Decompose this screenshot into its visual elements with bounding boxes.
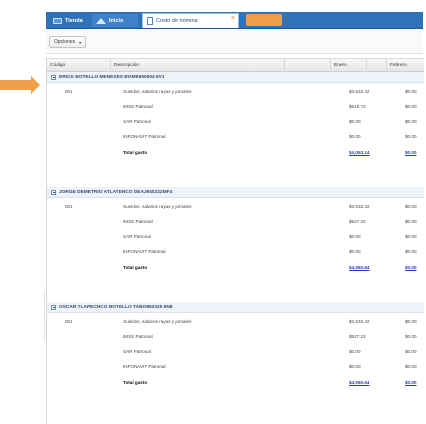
- febrero-cell: $0.00: [405, 89, 417, 94]
- description-cell: IMSS Patronal: [123, 104, 153, 109]
- febrero-cell[interactable]: $0.00: [405, 150, 417, 155]
- enero-cell[interactable]: $4,060.64: [349, 265, 370, 270]
- tab-costo-label: Costo de nómina: [156, 18, 198, 24]
- enero-cell: $527.22: [349, 334, 366, 339]
- column-header-blank-2: [367, 59, 387, 72]
- scroll-guide: [44, 290, 45, 340]
- column-header-enero[interactable]: Enero: [331, 59, 367, 72]
- document-icon: [147, 17, 153, 25]
- callout-arrow-shaft: [0, 80, 31, 90]
- table-row[interactable]: SAR Patronal $0.00 $0.00: [47, 229, 424, 244]
- enero-cell: $0.00: [349, 349, 361, 354]
- description-cell: Total gasto: [123, 265, 148, 270]
- options-button[interactable]: Opciones ▾: [49, 36, 87, 48]
- callout-arrow-head: [31, 76, 40, 94]
- total-row[interactable]: Total gasto $4,053.14 $0.00: [47, 145, 424, 160]
- description-cell: IMSS Patronal: [123, 219, 153, 224]
- tab-bar: Tienda Inicio Costo de nómina ×: [46, 12, 423, 29]
- column-header-febrero[interactable]: Febrero: [390, 63, 407, 68]
- payroll-grid: Código Descripción Enero Febrero ERICK B…: [46, 58, 424, 424]
- febrero-cell: $0.00: [405, 204, 417, 209]
- febrero-cell[interactable]: $0.00: [405, 380, 417, 385]
- febrero-cell: $0.00: [405, 334, 417, 339]
- enero-cell: $3,533.42: [349, 319, 370, 324]
- description-cell: SAR Patronal: [123, 119, 151, 124]
- description-cell: SAR Patronal: [123, 349, 151, 354]
- group-name: JORGE DEMETRIO ATLATENCO DEAJ940222MF4: [59, 189, 173, 195]
- group-row[interactable]: JORGE DEMETRIO ATLATENCO DEAJ940222MF4: [47, 187, 424, 198]
- febrero-cell: $0.00: [405, 134, 417, 139]
- collapse-icon[interactable]: [51, 304, 56, 310]
- febrero-cell: $0.00: [405, 219, 417, 224]
- home-icon: [96, 17, 106, 24]
- enero-cell: $0.00: [349, 364, 361, 369]
- close-icon[interactable]: ×: [230, 15, 235, 22]
- tab-tienda-label: Tienda: [65, 17, 83, 24]
- febrero-cell: $0.00: [405, 119, 417, 124]
- febrero-cell: $0.00: [405, 364, 417, 369]
- group-row[interactable]: OSCAR TLAPECHCO BOTELLO TABO850325 6N8: [47, 302, 424, 313]
- table-row[interactable]: SAR Patronal $0.00 $0.00: [47, 114, 424, 129]
- group-name: ERICK BOTELLO MENESES BOME960604 6V1: [59, 74, 165, 80]
- group-row[interactable]: ERICK BOTELLO MENESES BOME960604 6V1: [47, 72, 424, 83]
- enero-cell[interactable]: $4,053.14: [349, 150, 370, 155]
- febrero-cell[interactable]: $0.00: [405, 265, 417, 270]
- total-row[interactable]: Total gasto $4,060.64 $0.00: [47, 260, 424, 275]
- enero-cell[interactable]: $4,060.64: [349, 380, 370, 385]
- toolbar: Opciones ▾: [46, 30, 423, 54]
- enero-cell: $527.22: [349, 219, 366, 224]
- febrero-cell: $0.00: [405, 349, 417, 354]
- febrero-cell: $0.00: [405, 234, 417, 239]
- enero-cell: $0.00: [349, 134, 361, 139]
- enero-cell: $519.72: [349, 104, 366, 109]
- table-row[interactable]: 001 Sueldos, salarios rayas y jornales $3,…: [47, 314, 424, 329]
- highlight-marker: [246, 14, 282, 26]
- table-row[interactable]: IMSS Patronal $527.22 $0.00: [47, 214, 424, 229]
- febrero-cell: $0.00: [405, 104, 417, 109]
- description-cell: Sueldos, salarios rayas y jornales: [123, 204, 192, 209]
- tab-inicio-label: Inicio: [109, 17, 124, 24]
- collapse-icon[interactable]: [51, 189, 56, 195]
- enero-cell: $3,533.42: [349, 89, 370, 94]
- chevron-down-icon: ▾: [79, 39, 82, 45]
- table-row[interactable]: IMSS Patronal $519.72 $0.00: [47, 99, 424, 114]
- description-cell: SAR Patronal: [123, 234, 151, 239]
- tab-tienda[interactable]: Tienda: [49, 14, 92, 27]
- description-cell: INFONAVIT Patronal: [123, 364, 166, 369]
- enero-cell: $0.00: [349, 119, 361, 124]
- options-label: Opciones: [54, 39, 76, 45]
- enero-cell: $3,533.42: [349, 204, 370, 209]
- enero-cell: $0.00: [349, 234, 361, 239]
- total-row[interactable]: Total gasto $4,060.64 $0.00: [47, 375, 424, 390]
- febrero-cell: $0.00: [405, 319, 417, 324]
- collapse-icon[interactable]: [51, 74, 56, 80]
- description-cell: Total gasto: [123, 380, 148, 385]
- table-row[interactable]: INFONAVIT Patronal $0.00 $0.00: [47, 129, 424, 144]
- febrero-cell: $0.00: [405, 249, 417, 254]
- description-cell: IMSS Patronal: [123, 334, 153, 339]
- table-row[interactable]: IMSS Patronal $527.22 $0.00: [47, 329, 424, 344]
- description-cell: INFONAVIT Patronal: [123, 134, 166, 139]
- column-header-codigo[interactable]: Código: [47, 59, 111, 72]
- description-cell: Sueldos, salarios rayas y jornales: [123, 319, 192, 324]
- description-cell: INFONAVIT Patronal: [123, 249, 166, 254]
- grid-header: Código Descripción Enero Febrero: [47, 58, 424, 72]
- table-row[interactable]: 001 Sueldos, salarios rayas y jornales $3,…: [47, 199, 424, 214]
- tab-inicio[interactable]: Inicio: [92, 14, 138, 27]
- column-header-descripcion[interactable]: Descripción: [111, 59, 285, 72]
- store-icon: [53, 17, 62, 24]
- table-row[interactable]: 001 Sueldos, salarios rayas y jornales $3,…: [47, 84, 424, 99]
- group-name: OSCAR TLAPECHCO BOTELLO TABO850325 6N8: [59, 304, 173, 310]
- code-cell: 001: [65, 319, 73, 324]
- code-cell: 001: [65, 89, 73, 94]
- enero-cell: $0.00: [349, 249, 361, 254]
- description-cell: Total gasto: [123, 150, 148, 155]
- tab-costo-de-nomina[interactable]: Costo de nómina ×: [142, 13, 239, 28]
- code-cell: 001: [65, 204, 73, 209]
- column-header-blank: [285, 59, 331, 72]
- table-row[interactable]: INFONAVIT Patronal $0.00 $0.00: [47, 359, 424, 374]
- table-row[interactable]: INFONAVIT Patronal $0.00 $0.00: [47, 244, 424, 259]
- description-cell: Sueldos, salarios rayas y jornales: [123, 89, 192, 94]
- table-row[interactable]: SAR Patronal $0.00 $0.00: [47, 344, 424, 359]
